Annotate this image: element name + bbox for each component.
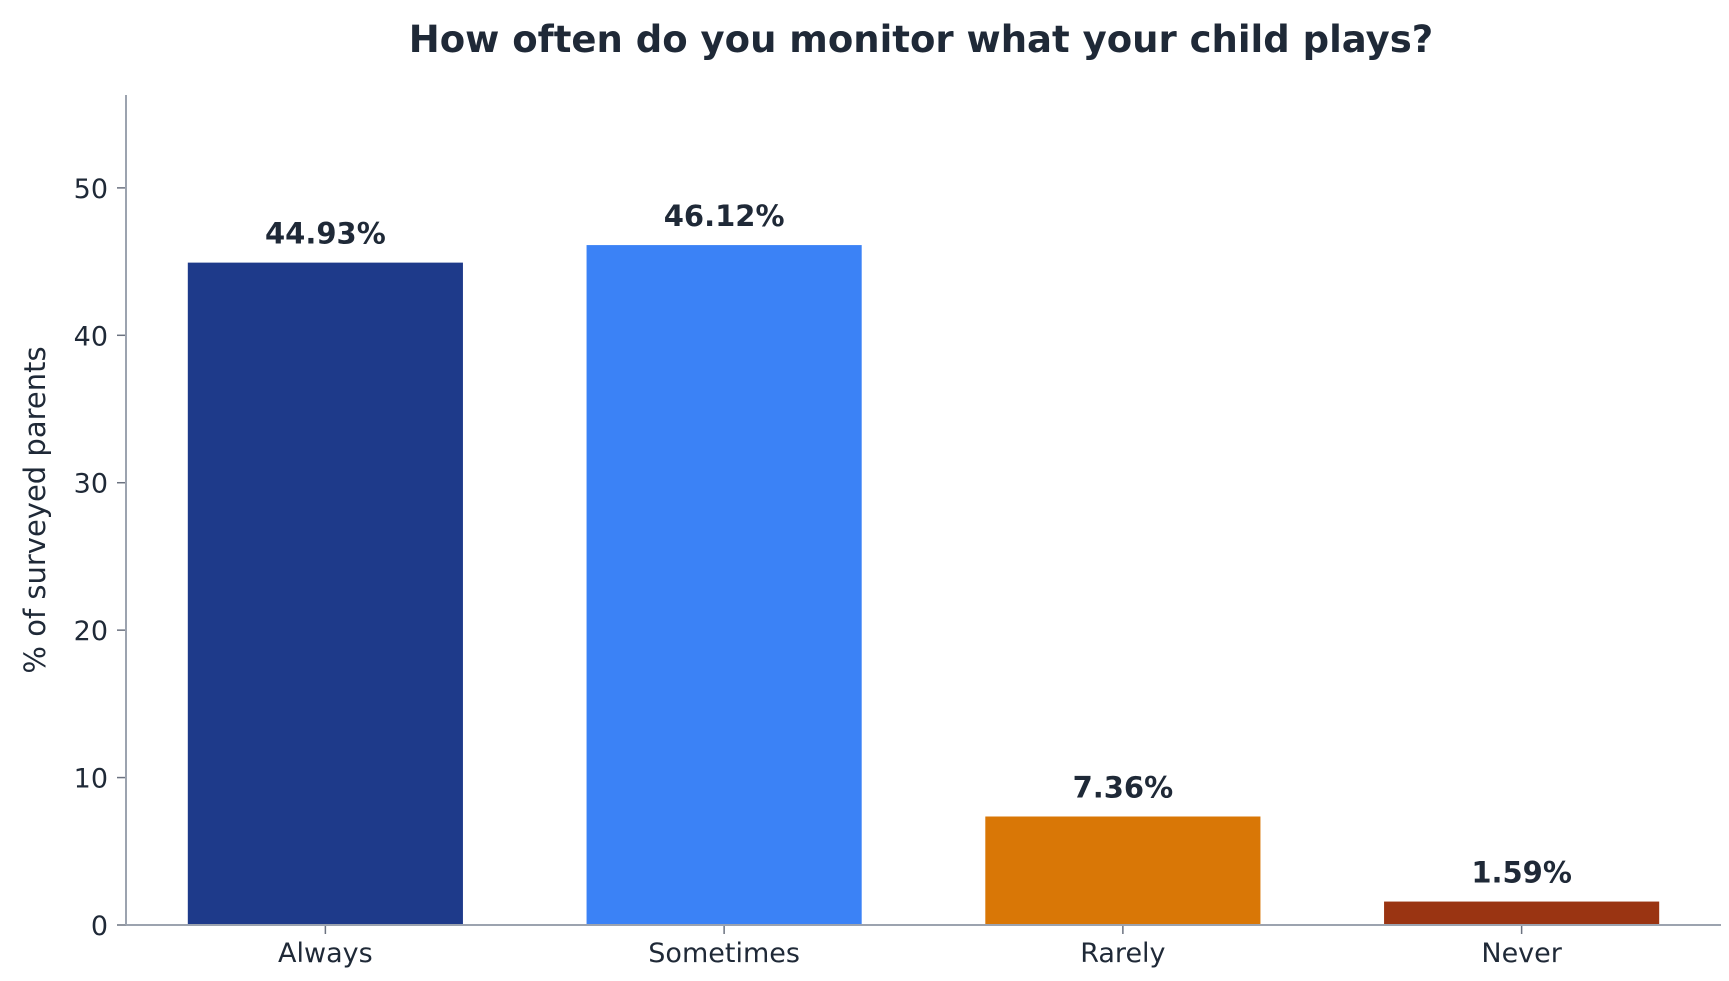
y-tick-label: 10 (74, 764, 108, 795)
value-label-rarely: 7.36% (1073, 770, 1174, 804)
x-tick-label-never: Never (1481, 938, 1562, 969)
y-axis-ticks: 0 10 20 30 40 50 (74, 174, 126, 942)
bars (187, 245, 1660, 926)
bar-sometimes (586, 245, 862, 926)
bar-always (187, 262, 463, 925)
x-tick-label-sometimes: Sometimes (648, 938, 800, 969)
bar-never (1384, 901, 1660, 925)
value-label-always: 44.93% (265, 217, 386, 251)
y-axis-label: % of surveyed parents (18, 346, 52, 673)
value-labels: 44.93% 46.12% 7.36% 1.59% (265, 199, 1572, 889)
x-tick-label-rarely: Rarely (1080, 938, 1165, 969)
y-tick-label: 0 (91, 911, 108, 942)
chart-title: How often do you monitor what your child… (409, 18, 1433, 61)
y-tick-label: 40 (74, 321, 108, 352)
y-tick-label: 50 (74, 174, 108, 205)
y-tick-label: 30 (74, 469, 108, 500)
x-tick-label-always: Always (278, 938, 373, 969)
value-label-never: 1.59% (1471, 856, 1572, 890)
value-label-sometimes: 46.12% (664, 199, 785, 233)
y-tick-label: 20 (74, 616, 108, 647)
bar-rarely (985, 816, 1261, 925)
x-axis-ticks: Always Sometimes Rarely Never (278, 925, 1563, 969)
